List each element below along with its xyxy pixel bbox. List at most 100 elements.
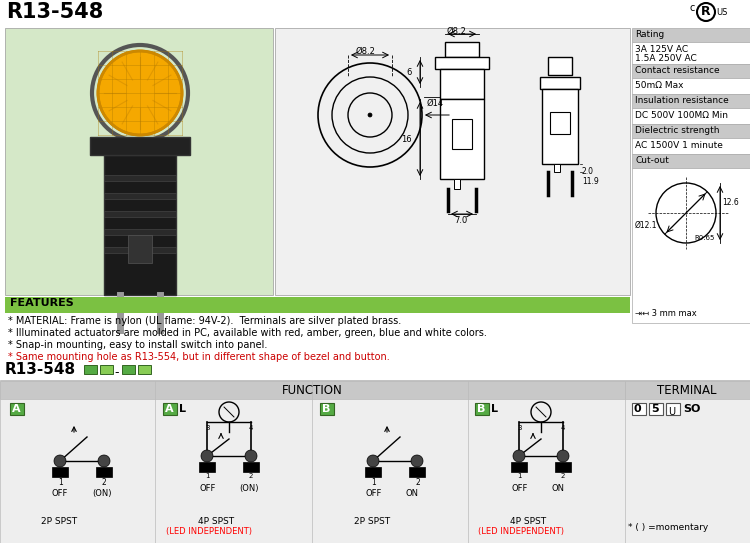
Bar <box>10 403 24 415</box>
Bar <box>632 94 750 108</box>
Circle shape <box>201 450 213 462</box>
Bar <box>632 64 750 78</box>
Text: * Illuminated actuators are molded in PC, available with red, amber, green, blue: * Illuminated actuators are molded in PC… <box>8 328 487 338</box>
Bar <box>452 119 472 149</box>
Text: * Snap-in mounting, easy to install switch into panel.: * Snap-in mounting, easy to install swit… <box>8 340 267 350</box>
Bar <box>632 124 750 138</box>
Text: Rating: Rating <box>635 30 664 39</box>
Bar <box>90 137 190 155</box>
Text: 2: 2 <box>249 473 254 479</box>
Bar <box>104 193 176 199</box>
Bar <box>122 365 135 374</box>
Text: 2: 2 <box>415 478 420 487</box>
Bar <box>666 403 680 415</box>
Text: Dielectric strength: Dielectric strength <box>635 126 719 135</box>
Text: ⇥↤ 3 mm max: ⇥↤ 3 mm max <box>635 309 697 318</box>
Bar <box>440 99 484 179</box>
Text: ON: ON <box>551 484 564 493</box>
Bar <box>632 403 646 415</box>
Bar <box>365 467 381 477</box>
Text: (LED INDEPENDENT): (LED INDEPENDENT) <box>478 527 564 536</box>
Text: 4: 4 <box>249 425 254 431</box>
Bar <box>632 28 750 42</box>
Text: OFF: OFF <box>199 484 215 493</box>
Text: A: A <box>165 404 173 414</box>
Bar <box>320 403 334 415</box>
Text: 1: 1 <box>517 473 521 479</box>
Text: Contact resistance: Contact resistance <box>635 66 720 75</box>
Text: (ON): (ON) <box>92 489 112 498</box>
Text: 7.0: 7.0 <box>454 216 467 225</box>
Circle shape <box>54 455 66 467</box>
Text: Ø8.2: Ø8.2 <box>356 47 376 56</box>
Text: 3: 3 <box>205 425 209 431</box>
Text: * MATERIAL: Frame is nylon (UL flame: 94V-2).  Terminals are silver plated brass: * MATERIAL: Frame is nylon (UL flame: 94… <box>8 316 401 326</box>
Circle shape <box>368 113 372 117</box>
Text: A: A <box>12 404 21 414</box>
Bar <box>0 381 750 543</box>
Bar <box>554 164 560 172</box>
Text: Ø14: Ø14 <box>427 99 444 108</box>
Text: FUNCTION: FUNCTION <box>282 384 342 397</box>
Text: ON: ON <box>405 489 418 498</box>
Text: TERMINAL: TERMINAL <box>657 384 717 397</box>
Text: B: B <box>322 404 330 414</box>
Text: 12.6: 12.6 <box>722 198 739 207</box>
Bar <box>632 42 750 64</box>
Text: 2P SPST: 2P SPST <box>354 517 390 526</box>
Bar <box>632 154 750 168</box>
Text: R13-548: R13-548 <box>6 2 104 22</box>
Text: B: B <box>477 404 485 414</box>
Text: 4: 4 <box>561 425 566 431</box>
Bar <box>511 462 527 472</box>
Bar <box>625 381 750 399</box>
Text: 6: 6 <box>406 68 412 77</box>
Text: 5: 5 <box>651 404 658 414</box>
Bar <box>243 462 259 472</box>
Text: 50mΩ Max: 50mΩ Max <box>635 81 683 90</box>
Circle shape <box>367 455 379 467</box>
Text: FEATURES: FEATURES <box>10 298 74 308</box>
Text: 4P SPST: 4P SPST <box>198 517 234 526</box>
Bar <box>542 89 578 164</box>
Text: 3A 125V AC: 3A 125V AC <box>635 45 688 54</box>
Text: US: US <box>716 8 728 17</box>
Text: OFF: OFF <box>511 484 527 493</box>
Text: DC 500V 100MΩ Min: DC 500V 100MΩ Min <box>635 111 728 120</box>
Bar <box>445 42 479 57</box>
Circle shape <box>513 450 525 462</box>
Text: 1: 1 <box>58 478 63 487</box>
Text: 2: 2 <box>102 478 106 487</box>
Bar <box>275 28 630 295</box>
Text: 1: 1 <box>205 473 209 479</box>
Bar <box>540 77 580 89</box>
Bar <box>550 112 570 134</box>
Bar <box>632 78 750 94</box>
Text: 3: 3 <box>517 425 521 431</box>
Bar <box>475 403 489 415</box>
Text: (ON): (ON) <box>239 484 259 493</box>
Bar <box>96 467 112 477</box>
Bar <box>649 403 663 415</box>
Bar <box>454 179 460 189</box>
Bar <box>632 108 750 124</box>
Text: c: c <box>690 3 695 13</box>
Text: 2: 2 <box>561 473 566 479</box>
Bar <box>104 155 176 295</box>
Bar <box>138 365 151 374</box>
Bar <box>409 467 425 477</box>
Bar <box>5 28 273 295</box>
Text: R13-548: R13-548 <box>5 362 76 377</box>
Text: 0: 0 <box>634 404 641 414</box>
Text: 16: 16 <box>401 135 412 144</box>
Bar <box>104 247 176 253</box>
Bar <box>163 403 177 415</box>
Bar <box>440 69 484 99</box>
Text: 1.5A 250V AC: 1.5A 250V AC <box>635 54 697 63</box>
Bar <box>128 235 152 263</box>
Text: * Same mounting hole as R13-554, but in different shape of bezel and button.: * Same mounting hole as R13-554, but in … <box>8 352 390 362</box>
Text: (LED INDEPENDENT): (LED INDEPENDENT) <box>166 527 252 536</box>
Text: * ( ) =momentary: * ( ) =momentary <box>628 523 708 532</box>
Text: 11.9: 11.9 <box>582 177 598 186</box>
Circle shape <box>98 455 110 467</box>
